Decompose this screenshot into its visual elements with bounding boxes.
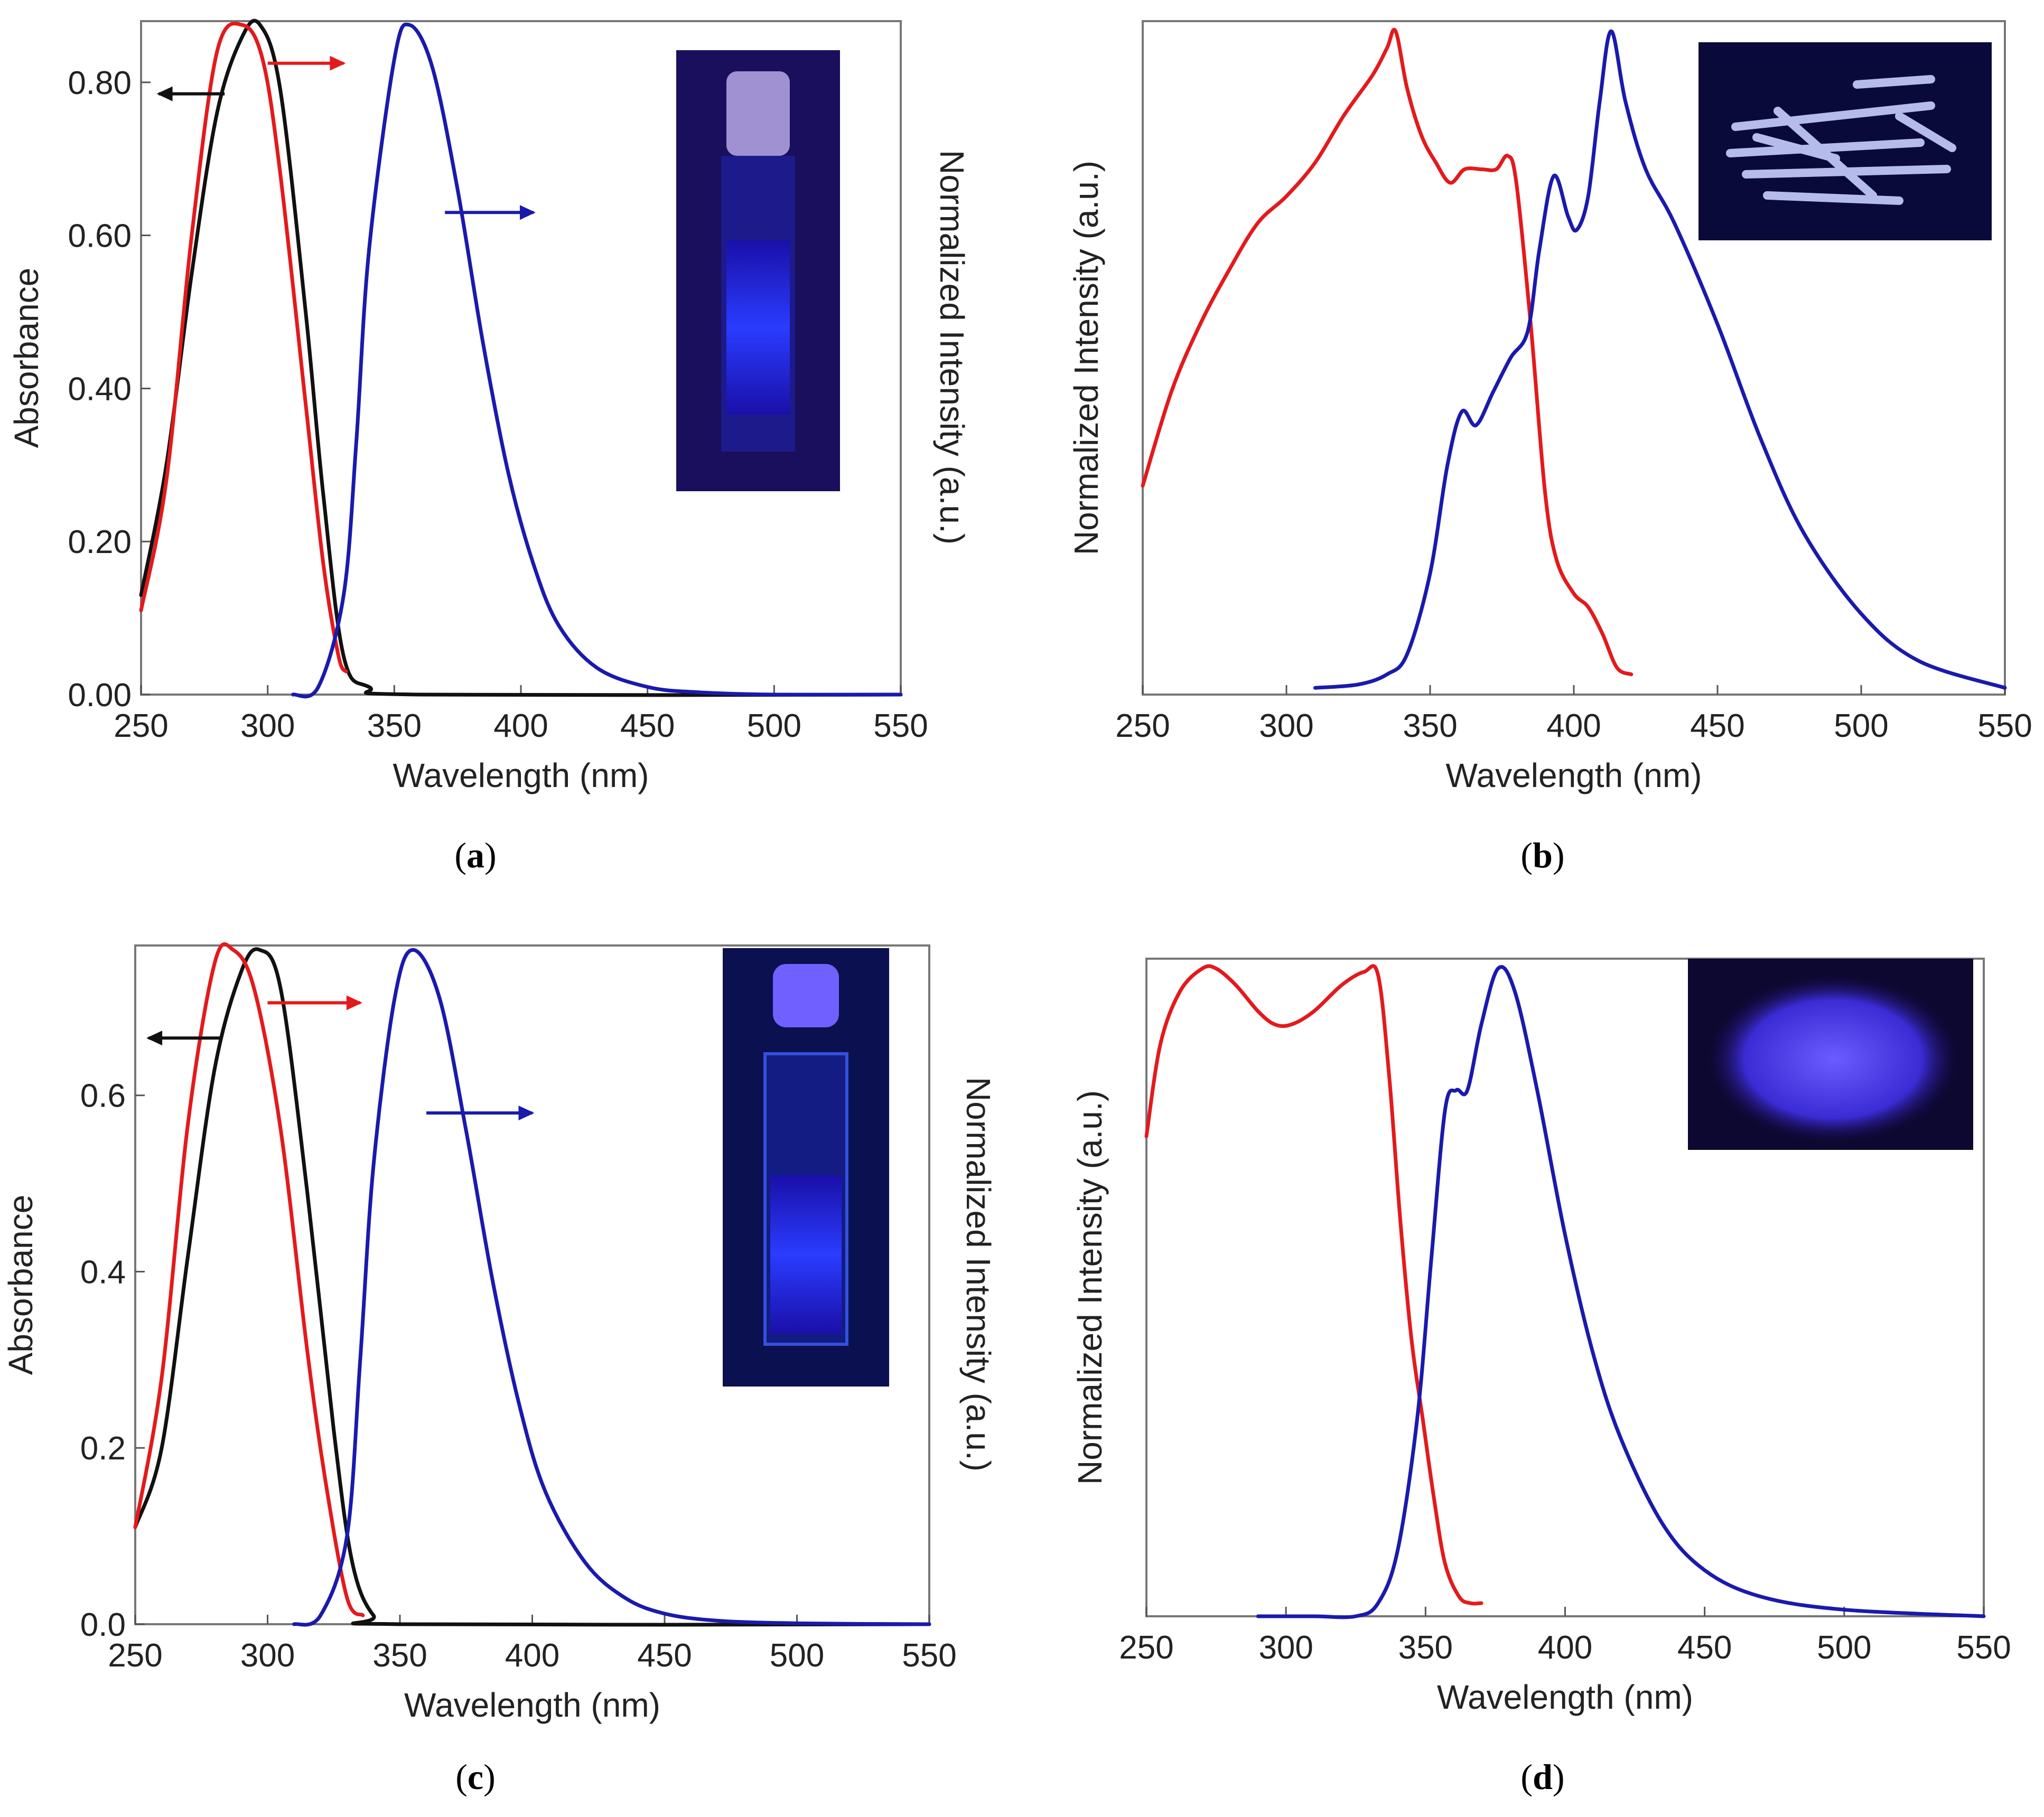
inset-photo-a: [676, 50, 840, 491]
series-excitation-line: [1141, 27, 1634, 677]
x-tick-label: 400: [505, 1637, 559, 1674]
y-axis-label: Absorbance: [2, 1195, 40, 1375]
x-tick-label: 350: [367, 708, 422, 744]
y-axis-label-right: Normalized Intensity (a.u.): [959, 1077, 997, 1472]
y-tick-label: 0.80: [68, 65, 132, 101]
x-tick-label: 450: [1677, 1629, 1732, 1666]
crystal-needles: [1726, 75, 1956, 205]
x-tick-label: 250: [1115, 708, 1170, 744]
plot-b: 250 300 350 400 450 500 550 Wavelength (nm) Norm…: [1067, 27, 2032, 794]
x-tick-label: 350: [1403, 708, 1457, 744]
x-tick-label: 450: [637, 1637, 692, 1674]
inset-photo-b: [1698, 42, 1992, 240]
series-emission-line: [1313, 29, 2007, 690]
plot-d: 250 300 350 400 450 500 550 Wavelength (nm) Norm…: [1071, 964, 2011, 1716]
panel-c: 250 300 350 400 450 500 550 Wavelength (nm) 0.0 0…: [2, 942, 997, 1724]
series-emission-line: [1256, 965, 1986, 1619]
annotation-arrowhead: [519, 205, 536, 220]
x-tick-label: 550: [1956, 1629, 2011, 1666]
series-excitation-line: [1144, 964, 1483, 1606]
y-tick-label: 0.0: [80, 1607, 126, 1643]
x-axis-label: Wavelength (nm): [404, 1686, 660, 1724]
x-tick-label: 250: [108, 1637, 162, 1674]
x-tick-label: 500: [1817, 1629, 1871, 1666]
caption-a: (a): [454, 835, 497, 875]
y-tick-label: 0.2: [80, 1430, 126, 1467]
y-tick-label: 0.00: [68, 677, 132, 714]
series-excitation-line: [139, 22, 348, 674]
series-absorbance-line: [139, 18, 903, 697]
x-tick-label: 400: [1538, 1629, 1592, 1666]
x-tick-label: 350: [1398, 1629, 1453, 1666]
y-tick-label: 0.40: [68, 371, 132, 407]
y-tick-label: 0.4: [80, 1254, 126, 1290]
caption-c: (c): [455, 1757, 496, 1797]
panel-b: 250 300 350 400 450 500 550 Wavelength (nm) Norm…: [1067, 20, 2032, 794]
series-emission-line: [291, 22, 903, 699]
x-tick-label: 300: [240, 1637, 295, 1674]
x-tick-label: 550: [873, 708, 928, 744]
panel-a: 250 300 350 400 450 500 550 Wavelength (nm) 0.00…: [7, 18, 971, 794]
series-excitation-line: [133, 942, 365, 1617]
annotation-arrowhead: [146, 1031, 163, 1046]
cuvette-stopper: [773, 964, 839, 1027]
inset-photo-d: [1688, 959, 1973, 1150]
x-tick-label: 500: [770, 1637, 824, 1674]
x-tick-label: 250: [114, 708, 168, 744]
x-tick-label: 550: [902, 1637, 956, 1674]
series-emission-line: [292, 948, 931, 1627]
annotation-arrowhead: [156, 86, 173, 101]
y-tick-label: 0.20: [68, 524, 132, 560]
x-axis-label: Wavelength (nm): [393, 756, 649, 794]
powder-sample: [1706, 975, 1960, 1144]
x-tick-label: 300: [1258, 1629, 1313, 1666]
x-tick-label: 300: [1259, 708, 1313, 744]
cuvette-solution: [726, 240, 790, 415]
plot-c: 250 300 350 400 450 500 550 Wavelength (nm) 0.0 0…: [2, 942, 997, 1724]
inset-photo-c: [723, 948, 889, 1387]
x-tick-label: 400: [1546, 708, 1601, 744]
x-tick-label: 450: [1690, 708, 1744, 744]
x-tick-label: 250: [1119, 1629, 1173, 1666]
x-tick-label: 450: [620, 708, 675, 744]
y-tick-label: 0.6: [80, 1078, 126, 1114]
x-tick-label: 300: [240, 708, 295, 744]
y-axis-label: Normalized Intensity (a.u.): [1071, 1090, 1109, 1485]
x-tick-label: 550: [1977, 708, 2032, 744]
x-tick-label: 400: [493, 708, 548, 744]
annotation-arrowhead: [330, 55, 346, 71]
x-tick-label: 500: [1834, 708, 1888, 744]
annotation-arrowhead: [518, 1106, 535, 1121]
panel-d: 250 300 350 400 450 500 550 Wavelength (nm) Norm…: [1071, 958, 2011, 1716]
plot-a: 250 300 350 400 450 500 550 Wavelength (nm) 0.00…: [7, 18, 971, 794]
caption-b: (b): [1520, 835, 1565, 875]
x-axis-label: Wavelength (nm): [1437, 1678, 1693, 1716]
y-axis-label-right: Normalized Intensity (a.u.): [933, 150, 971, 545]
x-tick-label: 350: [372, 1637, 427, 1674]
caption-d: (d): [1520, 1757, 1565, 1797]
y-axis-label: Absorbance: [7, 268, 45, 448]
x-tick-label: 500: [747, 708, 801, 744]
series-absorbance-line: [133, 947, 931, 1627]
y-tick-label: 0.60: [68, 218, 132, 255]
annotation-arrowhead: [346, 995, 362, 1010]
cuvette-solution: [770, 1175, 842, 1334]
cuvette-stopper: [726, 71, 790, 156]
y-axis-label: Normalized Intensity (a.u.): [1067, 161, 1105, 555]
x-axis-label: Wavelength (nm): [1446, 756, 1702, 794]
